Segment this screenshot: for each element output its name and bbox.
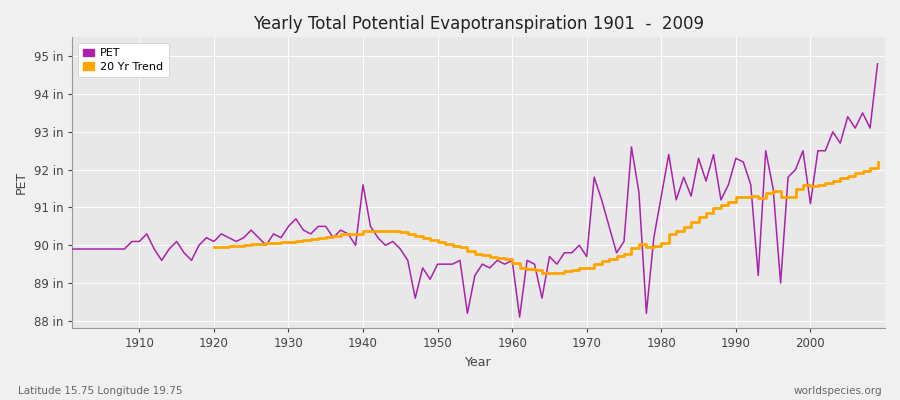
Legend: PET, 20 Yr Trend: PET, 20 Yr Trend xyxy=(77,43,168,77)
Title: Yearly Total Potential Evapotranspiration 1901  -  2009: Yearly Total Potential Evapotranspiratio… xyxy=(253,15,704,33)
Text: Latitude 15.75 Longitude 19.75: Latitude 15.75 Longitude 19.75 xyxy=(18,386,183,396)
X-axis label: Year: Year xyxy=(465,356,492,369)
Text: worldspecies.org: worldspecies.org xyxy=(794,386,882,396)
Y-axis label: PET: PET xyxy=(15,171,28,194)
